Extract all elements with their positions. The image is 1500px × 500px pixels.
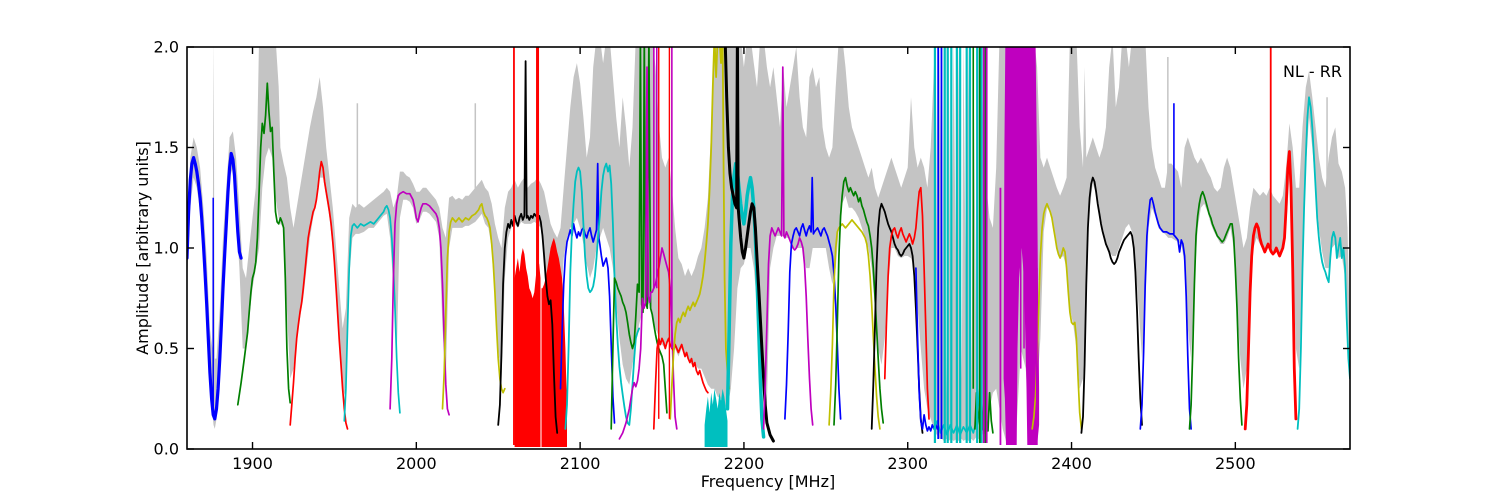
x-tick-label-2400: 2400	[1051, 454, 1092, 473]
x-tick-label-2500: 2500	[1215, 454, 1256, 473]
x-tick-label-2200: 2200	[724, 454, 765, 473]
x-axis-label: Frequency [MHz]	[701, 472, 835, 491]
series-sb13	[669, 47, 731, 420]
series-sb26	[1080, 176, 1143, 434]
series-sb03	[289, 160, 349, 430]
y-tick-label-1.5: 1.5	[154, 138, 179, 157]
series-sb15	[723, 47, 775, 443]
series-sb28	[1188, 190, 1243, 430]
legend-label: NL - RR	[1283, 62, 1342, 81]
x-tick-label-2100: 2100	[560, 454, 601, 473]
y-tick-label-0: 0.0	[154, 440, 179, 459]
series-sb06	[441, 202, 506, 410]
series-sb05	[389, 190, 450, 416]
series-sb20	[870, 202, 924, 434]
series-sb11	[618, 66, 678, 440]
series-sb02	[236, 82, 292, 406]
plot-axes-layer: 1900 2000 2100 2200 2300 2400 2500 0.0 0.5 1.0 1.5…	[154, 38, 1351, 473]
series-sb07	[497, 60, 559, 434]
rfi-blob-magenta	[1003, 47, 1040, 445]
y-axis-label: Amplitude [arbitrary units]	[133, 141, 152, 355]
rfi-blob-red-a	[514, 248, 541, 447]
rfi-blob-cyan	[704, 388, 728, 447]
y-tick-label-0.5: 0.5	[154, 339, 179, 358]
series-sb01	[187, 151, 243, 421]
y-tick-label-2: 2.0	[154, 38, 179, 57]
series-sb17	[784, 176, 842, 420]
series-sb12	[652, 337, 709, 430]
x-tick-label-1900: 1900	[232, 454, 273, 473]
rfi-blob-red-b	[541, 237, 567, 447]
series-sb21	[883, 186, 930, 420]
series-sb25	[1031, 202, 1083, 430]
series-sb27	[1139, 196, 1192, 430]
series-sb08	[559, 162, 616, 424]
series-sb16	[762, 66, 814, 430]
x-tick-label-2000: 2000	[396, 454, 437, 473]
series-sb18	[828, 219, 881, 430]
x-tick-label-2300: 2300	[887, 454, 928, 473]
background-trace	[187, 47, 1350, 441]
plot-data-layer	[187, 47, 1350, 447]
y-tick-label-1: 1.0	[154, 239, 179, 258]
series-sb30	[1296, 96, 1350, 430]
